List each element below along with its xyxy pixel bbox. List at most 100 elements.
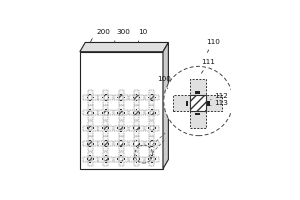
Bar xyxy=(93,97,94,98)
Bar xyxy=(134,141,139,146)
Bar xyxy=(151,155,153,156)
Bar xyxy=(120,146,122,147)
Bar xyxy=(87,97,88,98)
Bar xyxy=(151,140,153,141)
Bar xyxy=(103,95,108,100)
Text: 10: 10 xyxy=(138,29,148,43)
Polygon shape xyxy=(98,105,113,120)
Bar xyxy=(87,158,88,160)
Bar xyxy=(148,97,149,98)
Bar xyxy=(88,141,92,146)
Polygon shape xyxy=(83,90,98,105)
Bar xyxy=(136,100,137,101)
Bar xyxy=(88,95,92,100)
Polygon shape xyxy=(114,90,128,105)
Bar xyxy=(87,127,88,129)
Bar xyxy=(119,157,123,161)
Polygon shape xyxy=(80,52,163,169)
Bar xyxy=(136,155,137,156)
Bar xyxy=(102,143,103,145)
Bar xyxy=(150,157,154,161)
Bar xyxy=(89,146,91,147)
Bar xyxy=(151,109,153,110)
Bar xyxy=(102,158,103,160)
Bar xyxy=(119,126,123,130)
Polygon shape xyxy=(145,121,159,136)
Bar xyxy=(105,94,106,95)
Bar xyxy=(102,127,103,129)
Bar xyxy=(134,157,139,161)
Text: 100: 100 xyxy=(157,76,171,89)
Polygon shape xyxy=(114,152,128,166)
Bar xyxy=(133,143,134,145)
Text: 110: 110 xyxy=(206,39,220,52)
Bar xyxy=(105,162,106,163)
Bar xyxy=(89,140,91,141)
Bar xyxy=(190,95,206,111)
Bar xyxy=(93,127,94,129)
Bar xyxy=(150,126,154,130)
Bar xyxy=(207,101,210,106)
Bar xyxy=(139,127,140,129)
Bar xyxy=(89,100,91,101)
Text: 111: 111 xyxy=(202,60,215,73)
Polygon shape xyxy=(163,42,168,169)
Bar xyxy=(120,94,122,95)
Bar xyxy=(124,127,125,129)
Bar xyxy=(89,109,91,110)
Bar xyxy=(105,155,106,156)
Bar xyxy=(103,157,108,161)
Bar xyxy=(150,141,154,146)
Bar xyxy=(88,157,92,161)
Polygon shape xyxy=(145,152,159,166)
Polygon shape xyxy=(114,136,128,151)
Bar xyxy=(133,112,134,114)
Polygon shape xyxy=(80,42,168,52)
Bar xyxy=(136,94,137,95)
Bar xyxy=(93,143,94,145)
Polygon shape xyxy=(129,152,144,166)
Bar xyxy=(120,131,122,132)
Polygon shape xyxy=(129,90,144,105)
Bar xyxy=(89,155,91,156)
Polygon shape xyxy=(145,136,159,151)
Polygon shape xyxy=(145,90,159,105)
Bar xyxy=(133,97,134,98)
Bar xyxy=(136,140,137,141)
Bar xyxy=(103,141,108,146)
Bar xyxy=(102,97,103,98)
Bar xyxy=(105,109,106,110)
Bar xyxy=(87,112,88,114)
Bar xyxy=(102,112,103,114)
Bar xyxy=(150,111,154,115)
Bar xyxy=(119,95,123,100)
Text: 200: 200 xyxy=(90,29,111,43)
Bar xyxy=(89,162,91,163)
Bar xyxy=(151,131,153,132)
Bar xyxy=(119,111,123,115)
Bar xyxy=(134,95,139,100)
Bar xyxy=(87,143,88,145)
Bar xyxy=(89,131,91,132)
Bar xyxy=(124,97,125,98)
Circle shape xyxy=(164,66,233,136)
Text: 112: 112 xyxy=(211,93,228,99)
Bar xyxy=(124,158,125,160)
Bar xyxy=(134,126,139,130)
Polygon shape xyxy=(83,121,98,136)
Bar xyxy=(136,146,137,147)
Bar xyxy=(103,111,108,115)
Bar xyxy=(105,100,106,101)
Bar xyxy=(148,127,149,129)
Bar xyxy=(133,127,134,129)
Polygon shape xyxy=(114,121,128,136)
Bar xyxy=(195,113,200,115)
Bar xyxy=(151,94,153,95)
Bar xyxy=(136,109,137,110)
Bar xyxy=(105,146,106,147)
Bar xyxy=(120,155,122,156)
Bar xyxy=(93,112,94,114)
Polygon shape xyxy=(129,121,144,136)
Bar xyxy=(186,101,188,106)
Polygon shape xyxy=(129,105,144,120)
